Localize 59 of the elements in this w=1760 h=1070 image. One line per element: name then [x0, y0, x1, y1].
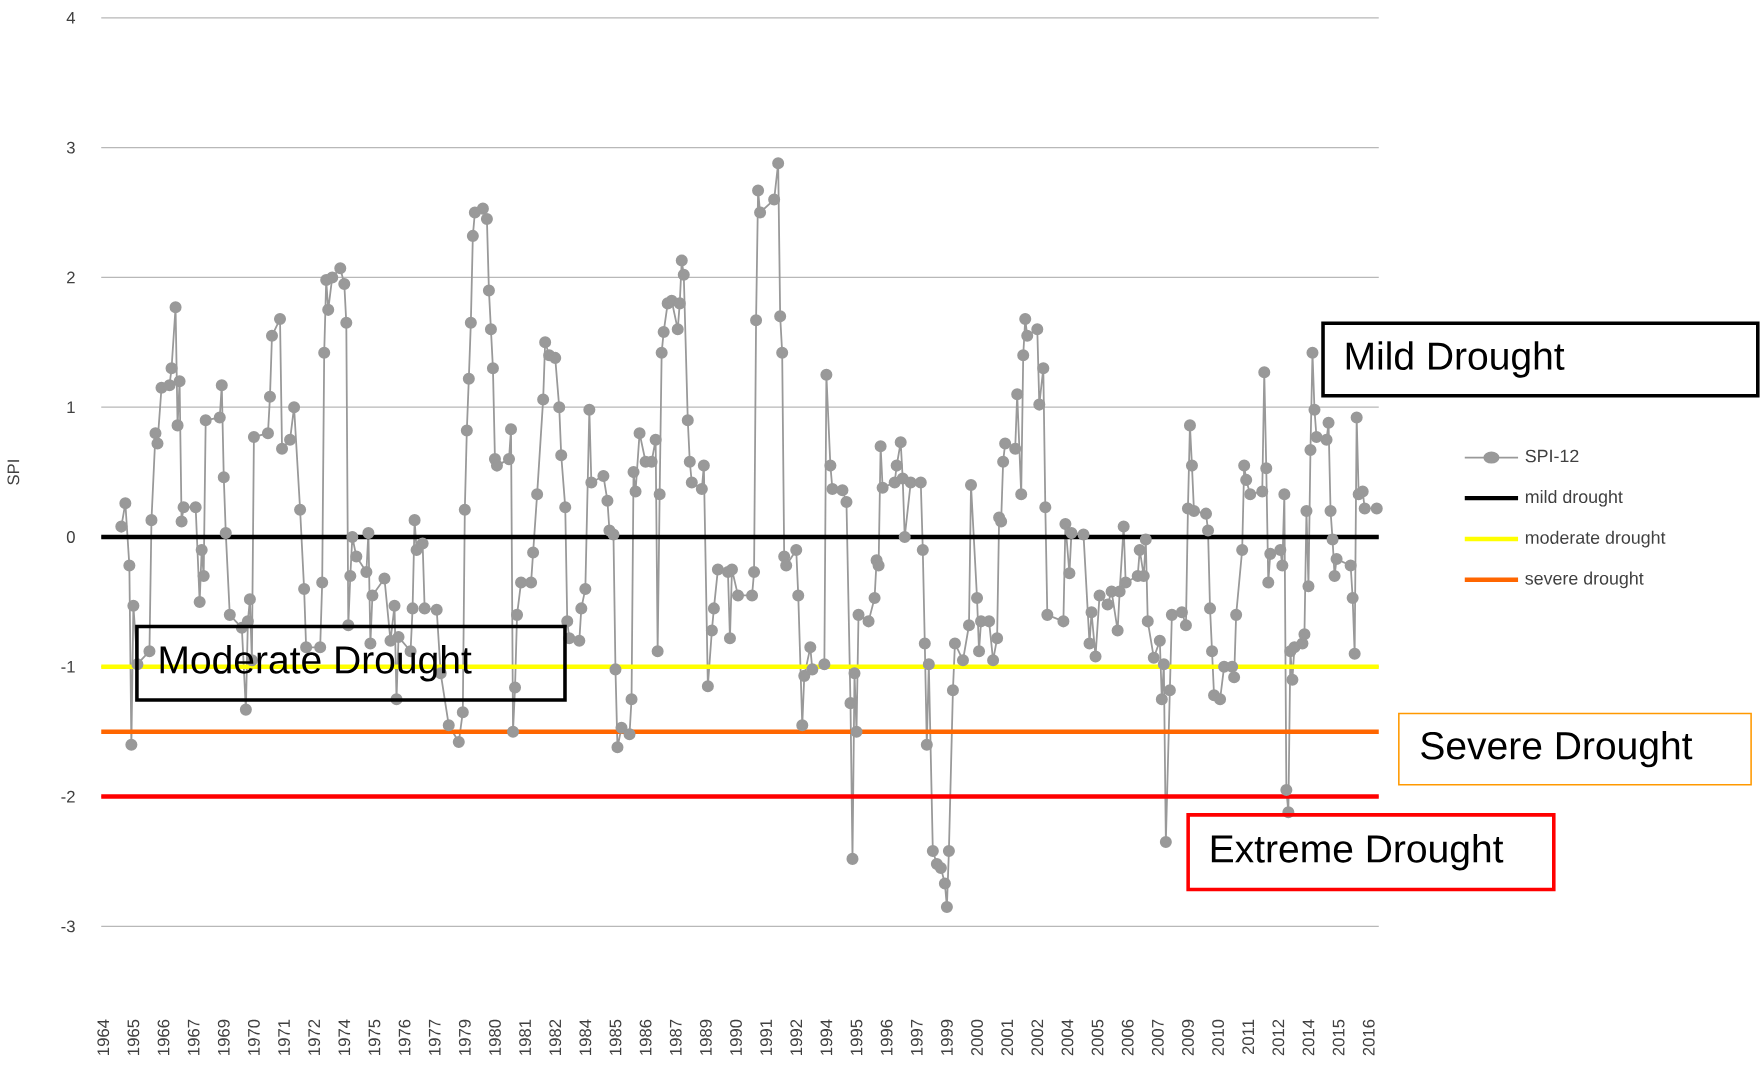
x-tick-label: 1996: [880, 1019, 893, 1055]
y-tick-label: 4: [66, 12, 76, 24]
y-tick-label: -2: [61, 790, 75, 803]
x-tick-label: 1984: [579, 1019, 592, 1055]
x-tick-label: 2000: [971, 1019, 983, 1056]
x-tick-label: 1975: [368, 1019, 381, 1055]
x-tick-label: 2011: [1242, 1019, 1255, 1055]
x-tick-label: 2007: [1151, 1019, 1164, 1056]
x-tick-label: 1990: [730, 1019, 742, 1055]
y-tick-label: 0: [66, 531, 75, 543]
x-tick-label: 1981: [519, 1019, 531, 1055]
x-tick-label: 1964: [97, 1019, 110, 1055]
x-tick-label: 2012: [1272, 1019, 1285, 1056]
annotation: Extreme Drought: [1211, 833, 1504, 871]
x-tick-label: 1995: [850, 1019, 863, 1055]
x-tick-label: 1977: [428, 1019, 441, 1055]
x-tick-label: 2006: [1121, 1019, 1134, 1056]
x-tick-label: 2009: [1182, 1019, 1194, 1056]
y-tick-label: 2: [67, 271, 75, 284]
x-tick-label: 2016: [1362, 1019, 1375, 1056]
x-tick-label: 1970: [247, 1019, 260, 1055]
x-tick-label: 2014: [1302, 1019, 1315, 1056]
x-tick-label: 1971: [278, 1019, 290, 1055]
y-tick-label: 1: [67, 401, 75, 413]
y-tick-label: -1: [61, 660, 75, 673]
x-tick-label: 1972: [308, 1019, 321, 1055]
legend-label: severe drought: [1525, 571, 1644, 589]
x-tick-label: 1986: [639, 1019, 652, 1055]
x-tick-label: 2005: [1091, 1019, 1104, 1056]
y-tick-label: 3: [66, 141, 75, 154]
x-tick-label: 1965: [127, 1019, 140, 1055]
annotation: Mild Drought: [1346, 341, 1565, 378]
x-tick-label: 1989: [699, 1019, 712, 1055]
x-tick-label: 2015: [1332, 1019, 1345, 1056]
x-tick-label: 1985: [609, 1019, 622, 1055]
x-tick-label: 1969: [217, 1019, 230, 1055]
legend-label: moderate drought: [1525, 530, 1666, 548]
legend-label: SPI-12: [1525, 449, 1579, 463]
x-tick-label: 1997: [910, 1019, 923, 1055]
x-tick-label: 1992: [790, 1019, 803, 1055]
x-tick-label: 1967: [187, 1019, 200, 1055]
x-tick-label: 1979: [458, 1019, 471, 1055]
x-tick-label: 1976: [398, 1019, 411, 1055]
text: Severe Drought: [1421, 730, 1693, 768]
x-tick-label: 1982: [549, 1019, 562, 1055]
y-axis-title: SPI: [7, 460, 20, 485]
x-tick-label: 1980: [489, 1019, 501, 1055]
x-tick-label: 1991: [760, 1019, 773, 1055]
x-tick-label: 2001: [1001, 1019, 1014, 1056]
x-tick-label: 1994: [820, 1019, 833, 1055]
x-tick-label: 1999: [940, 1019, 953, 1055]
y-tick-label: -3: [61, 920, 75, 933]
x-tick-label: 2010: [1212, 1019, 1224, 1056]
x-tick-label: 1966: [157, 1019, 170, 1055]
x-tick-label: 1987: [669, 1019, 682, 1055]
legend-label: mild drought: [1525, 489, 1623, 507]
x-tick-label: 1974: [338, 1019, 351, 1055]
x-tick-label: 2004: [1061, 1019, 1074, 1056]
x-tick-label: 2002: [1031, 1019, 1044, 1056]
